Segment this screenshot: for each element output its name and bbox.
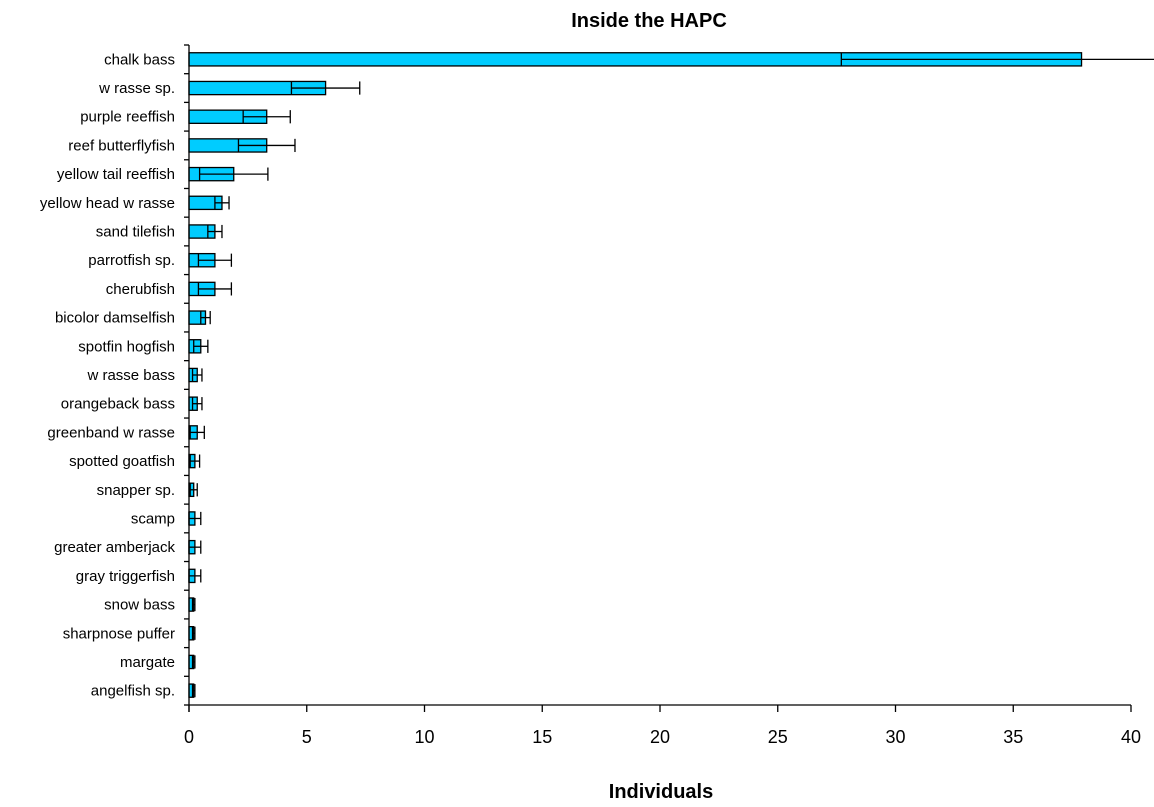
category-label: gray triggerfish <box>76 568 175 585</box>
x-tick-label: 25 <box>768 727 788 747</box>
category-label: sharpnose puffer <box>63 625 175 642</box>
chart-title: Inside the HAPC <box>571 10 727 32</box>
category-label: purple reeffish <box>80 109 175 126</box>
category-label: w rasse bass <box>86 367 175 384</box>
category-label: orangeback bass <box>61 396 175 413</box>
category-label: bicolor damselfish <box>55 310 175 327</box>
category-label: sand tilefish <box>96 224 175 241</box>
x-tick-label: 0 <box>184 727 194 747</box>
x-axis-label: Individuals <box>609 781 713 803</box>
category-label: scamp <box>131 510 175 527</box>
x-tick-label: 40 <box>1121 727 1141 747</box>
category-label: margate <box>120 654 175 671</box>
category-label: greater amberjack <box>54 539 175 556</box>
x-tick-label: 15 <box>532 727 552 747</box>
category-label: w rasse sp. <box>98 80 175 97</box>
category-label: parrotfish sp. <box>88 252 175 269</box>
category-label: snapper sp. <box>97 482 175 499</box>
x-tick-label: 30 <box>885 727 905 747</box>
category-label: spotted goatfish <box>69 453 175 470</box>
x-tick-label: 35 <box>1003 727 1023 747</box>
category-label: yellow head w rasse <box>40 195 175 212</box>
category-label: spotfin hogfish <box>78 338 175 355</box>
category-label: yellow tail reeffish <box>57 166 175 183</box>
category-label: reef butterflyfish <box>68 137 175 154</box>
x-tick-label: 10 <box>414 727 434 747</box>
plot-area: chalk bass w rasse sp. purple reeffish reef… <box>40 44 1154 747</box>
category-label: chalk bass <box>104 51 175 68</box>
category-label: greenband w rasse <box>47 424 175 441</box>
category-label: angelfish sp. <box>91 683 175 700</box>
x-tick-label: 20 <box>650 727 670 747</box>
category-label: snow bass <box>104 597 175 614</box>
category-label: cherubfish <box>106 281 175 298</box>
x-tick-label: 5 <box>302 727 312 747</box>
